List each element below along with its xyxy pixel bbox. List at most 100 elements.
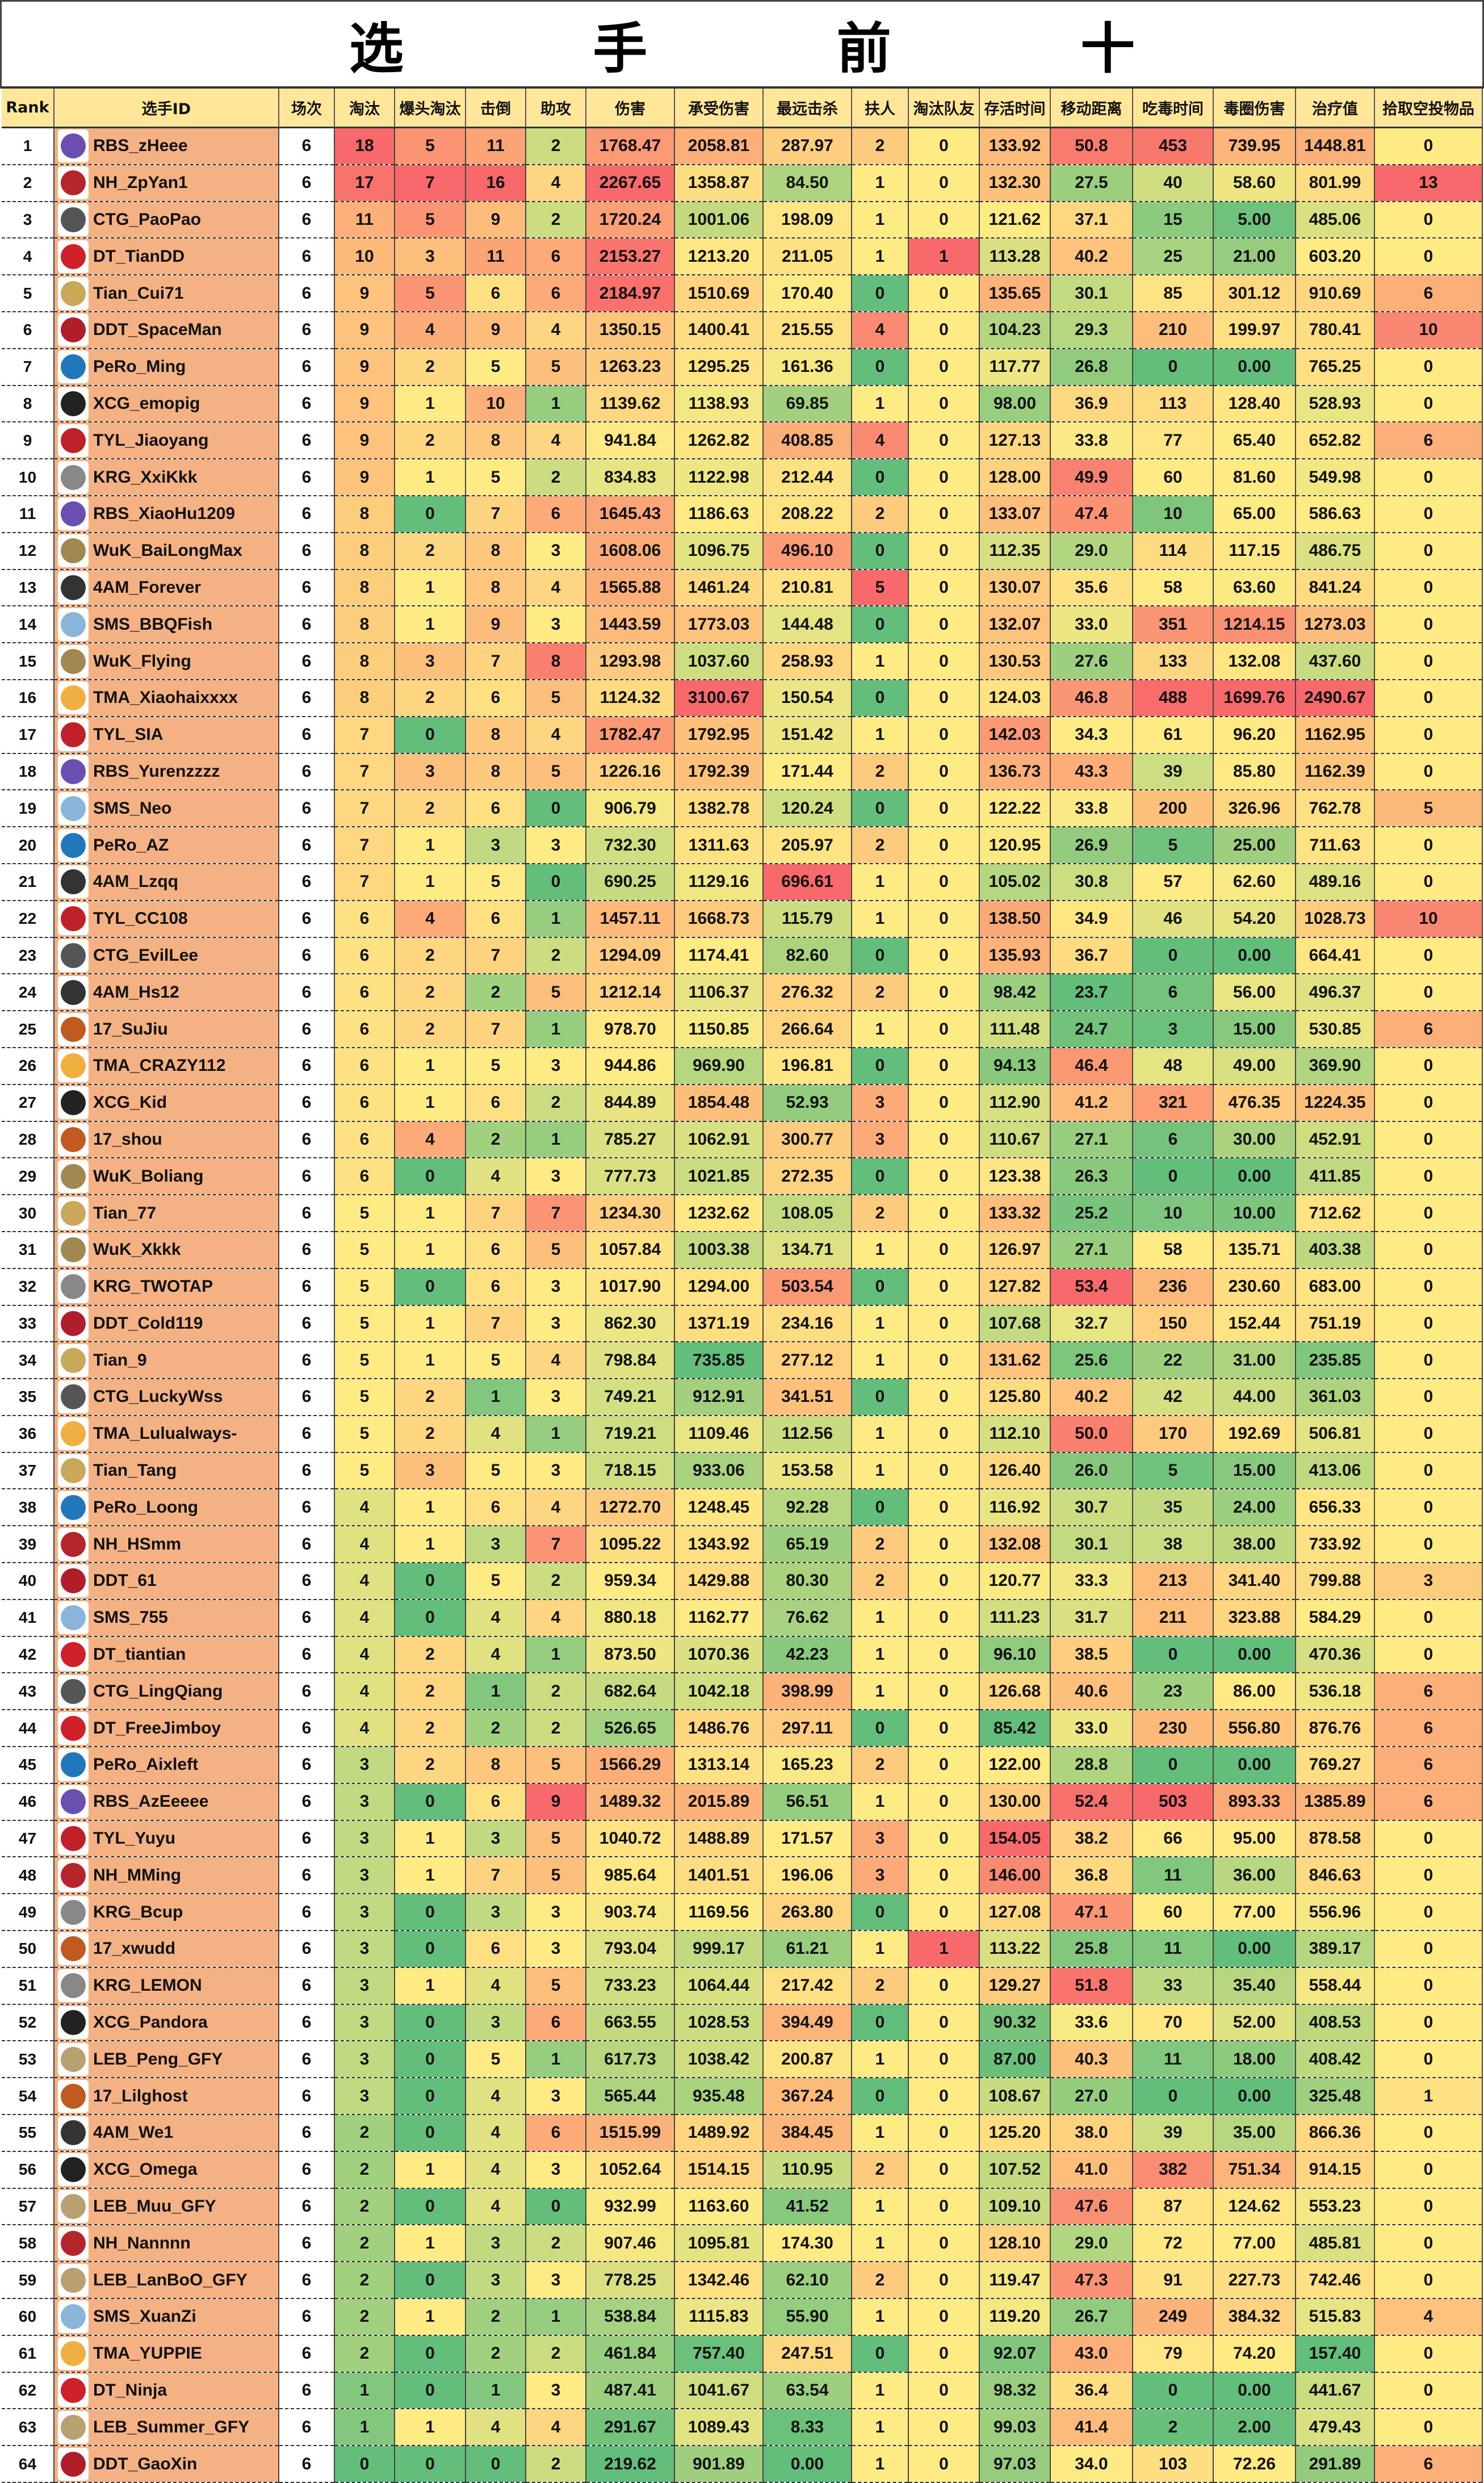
cell-player-id: KRG_TWOTAP [54, 1268, 279, 1306]
header-damage[interactable]: 伤害 [586, 89, 675, 128]
header-rank[interactable]: Rank [2, 89, 55, 128]
header-healing[interactable]: 治疗值 [1296, 89, 1375, 128]
cell-damage: 719.21 [586, 1415, 675, 1453]
header-damage-taken[interactable]: 承受伤害 [674, 89, 764, 128]
cell-damage: 487.41 [586, 2372, 675, 2410]
cell-healing: 1028.73 [1296, 900, 1375, 938]
header-longest-kill[interactable]: 最远击杀 [763, 89, 852, 128]
team-logo-icon [58, 1233, 89, 1267]
cell-assists: 4 [526, 2409, 586, 2447]
cell-headshot-kills: 3 [395, 1452, 466, 1490]
cell-longest-kill: 115.79 [763, 900, 852, 938]
cell-damage-taken: 1003.38 [674, 1231, 764, 1269]
page-title-text: 选 手 前 十 [349, 17, 1221, 81]
cell-damage: 785.27 [586, 1121, 675, 1159]
cell-headshot-kills: 1 [395, 569, 466, 607]
header-knockdowns[interactable]: 击倒 [466, 89, 526, 128]
cell-zone-damage: 72.26 [1213, 2446, 1296, 2483]
cell-teamkills: 0 [908, 532, 980, 570]
cell-damage: 565.44 [586, 2078, 675, 2116]
cell-headshot-kills: 0 [395, 2004, 466, 2042]
player-name: SMS_Neo [93, 798, 172, 818]
header-move-distance[interactable]: 移动距离 [1050, 89, 1133, 128]
cell-headshot-kills: 0 [395, 2078, 466, 2116]
cell-damage: 1350.15 [586, 311, 675, 349]
cell-survival-time: 132.30 [979, 164, 1051, 202]
team-logo-icon [58, 608, 89, 641]
cell-knockdowns: 8 [466, 569, 526, 607]
cell-survival-time: 119.47 [979, 2262, 1051, 2300]
cell-airdrop-items: 0 [1374, 385, 1483, 423]
cell-matches: 6 [279, 1452, 335, 1490]
header-airdrop-items[interactable]: 拾取空投物品 [1374, 89, 1483, 128]
cell-zone-damage: 476.35 [1213, 1084, 1296, 1122]
cell-longest-kill: 367.24 [763, 2078, 852, 2116]
cell-survival-time: 142.03 [979, 716, 1051, 754]
cell-damage: 1293.98 [586, 643, 675, 680]
cell-matches: 6 [279, 1047, 335, 1085]
table-row: 33 DDT_Cold119 6 5 1 7 3 862.30 1371.19 234.16 1 0 1… [2, 1305, 1483, 1343]
cell-revives: 3 [852, 1820, 909, 1858]
cell-rank: 57 [2, 2188, 55, 2226]
cell-zone-damage: 0.00 [1213, 348, 1296, 386]
cell-poison-time: 25 [1133, 238, 1214, 276]
header-survival-time[interactable]: 存活时间 [979, 89, 1051, 128]
cell-damage-taken: 1115.83 [674, 2298, 764, 2336]
cell-move-distance: 41.4 [1050, 2409, 1133, 2447]
cell-eliminations: 11 [334, 201, 395, 239]
cell-damage-taken: 1062.91 [674, 1121, 764, 1159]
team-logo-icon [58, 240, 89, 273]
header-headshot-kills[interactable]: 爆头淘汰 [395, 89, 466, 128]
cell-airdrop-items: 0 [1374, 2004, 1483, 2042]
cell-damage: 1057.84 [586, 1231, 675, 1269]
table-row: 6 DDT_SpaceMan 6 9 4 9 4 1350.15 1400.41 215.55 4 0… [2, 311, 1483, 349]
table-row: 22 TYL_CC108 6 6 4 6 1 1457.11 1668.73 115.79 1 0 13… [2, 900, 1483, 938]
cell-survival-time: 120.95 [979, 827, 1051, 864]
header-player-id[interactable]: 选手ID [54, 89, 279, 128]
cell-teamkills: 0 [908, 1379, 980, 1416]
player-name: Tian_Cui71 [93, 283, 184, 303]
header-matches[interactable]: 场次 [279, 89, 335, 128]
cell-teamkills: 0 [908, 1305, 980, 1343]
cell-damage: 941.84 [586, 422, 675, 460]
cell-eliminations: 7 [334, 716, 395, 754]
cell-assists: 2 [526, 2335, 586, 2373]
cell-airdrop-items: 0 [1374, 1158, 1483, 1196]
cell-knockdowns: 2 [466, 1710, 526, 1748]
cell-knockdowns: 3 [466, 827, 526, 864]
cell-matches: 6 [279, 2225, 335, 2263]
cell-rank: 8 [2, 385, 55, 423]
cell-damage: 1263.23 [586, 348, 675, 386]
cell-matches: 6 [279, 1121, 335, 1159]
cell-damage-taken: 1262.82 [674, 422, 764, 460]
cell-assists: 1 [526, 1636, 586, 1674]
cell-survival-time: 99.03 [979, 2409, 1051, 2447]
player-name: KRG_TWOTAP [93, 1277, 213, 1296]
cell-poison-time: 5 [1133, 827, 1214, 864]
cell-rank: 60 [2, 2298, 55, 2336]
team-logo-icon [58, 1159, 89, 1193]
cell-matches: 6 [279, 1967, 335, 2005]
cell-rank: 52 [2, 2004, 55, 2042]
cell-teamkills: 0 [908, 127, 980, 165]
cell-healing: 801.99 [1296, 164, 1375, 202]
cell-airdrop-items: 0 [1374, 459, 1483, 496]
cell-eliminations: 2 [334, 2335, 395, 2373]
cell-healing: 846.63 [1296, 1857, 1375, 1895]
cell-eliminations: 5 [334, 1268, 395, 1306]
cell-zone-damage: 5.00 [1213, 201, 1296, 239]
cell-airdrop-items: 6 [1374, 422, 1483, 460]
table-row: 46 RBS_AzEeeee 6 3 0 6 9 1489.32 2015.89 56.51 1 0 1… [2, 1783, 1483, 1821]
cell-damage-taken: 1429.88 [674, 1563, 764, 1600]
header-zone-damage[interactable]: 毒圈伤害 [1213, 89, 1296, 128]
header-assists[interactable]: 助攻 [526, 89, 586, 128]
cell-survival-time: 136.73 [979, 753, 1051, 791]
player-name: DDT_61 [93, 1571, 157, 1590]
cell-poison-time: 453 [1133, 127, 1214, 165]
header-teamkills[interactable]: 淘汰队友 [908, 89, 980, 128]
header-poison-time[interactable]: 吃毒时间 [1133, 89, 1214, 128]
cell-poison-time: 103 [1133, 2446, 1214, 2483]
header-eliminations[interactable]: 淘汰 [334, 89, 395, 128]
header-revives[interactable]: 扶人 [852, 89, 909, 128]
cell-zone-damage: 152.44 [1213, 1305, 1296, 1343]
